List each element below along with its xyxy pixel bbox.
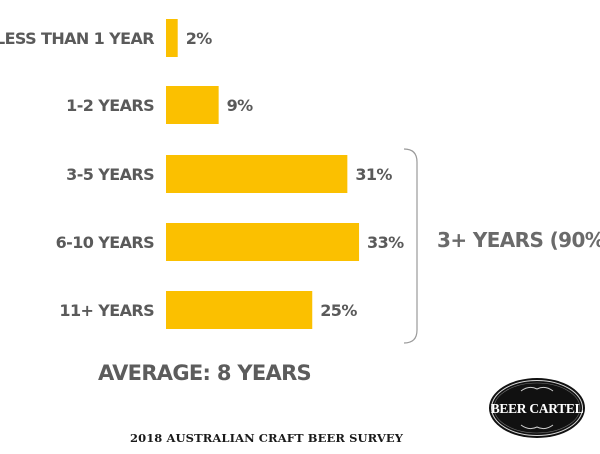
- group-bracket-label: 3+ YEARS (90%): [437, 228, 600, 252]
- value-label-6-10-years: 33%: [367, 233, 404, 252]
- value-label-11-years: 25%: [320, 301, 357, 320]
- category-labels: LESS THAN 1 YEAR 1-2 YEARS 3-5 YEARS 6-10 Y…: [0, 29, 155, 320]
- category-label-3-5-years: 3-5 YEARS: [66, 165, 154, 184]
- value-label-1-2-years: 9%: [227, 96, 254, 115]
- beer-cartel-logo-icon: BEER CARTEL: [489, 378, 585, 438]
- category-label-11-years: 11+ YEARS: [59, 301, 154, 320]
- category-label-1-2-years: 1-2 YEARS: [66, 96, 154, 115]
- average-annotation: AVERAGE: 8 YEARS: [98, 361, 311, 385]
- value-label-less-than-1-year: 2%: [186, 29, 213, 48]
- bar-1-2-years: [166, 86, 219, 124]
- value-label-3-5-years: 31%: [355, 165, 392, 184]
- bar-3-5-years: [166, 155, 348, 193]
- survey-footer: 2018 AUSTRALIAN CRAFT BEER SURVEY: [130, 431, 404, 445]
- category-label-6-10-years: 6-10 YEARS: [56, 233, 154, 252]
- bars: [166, 19, 360, 329]
- bar-6-10-years: [166, 223, 360, 261]
- category-label-less-than-1-year: LESS THAN 1 YEAR: [0, 29, 154, 48]
- logo-text: BEER CARTEL: [491, 401, 584, 416]
- group-bracket: [403, 148, 418, 344]
- bar-less-than-1-year: [166, 19, 178, 57]
- value-labels: 2% 9% 31% 33% 25%: [186, 29, 405, 320]
- bar-11-years: [166, 291, 313, 329]
